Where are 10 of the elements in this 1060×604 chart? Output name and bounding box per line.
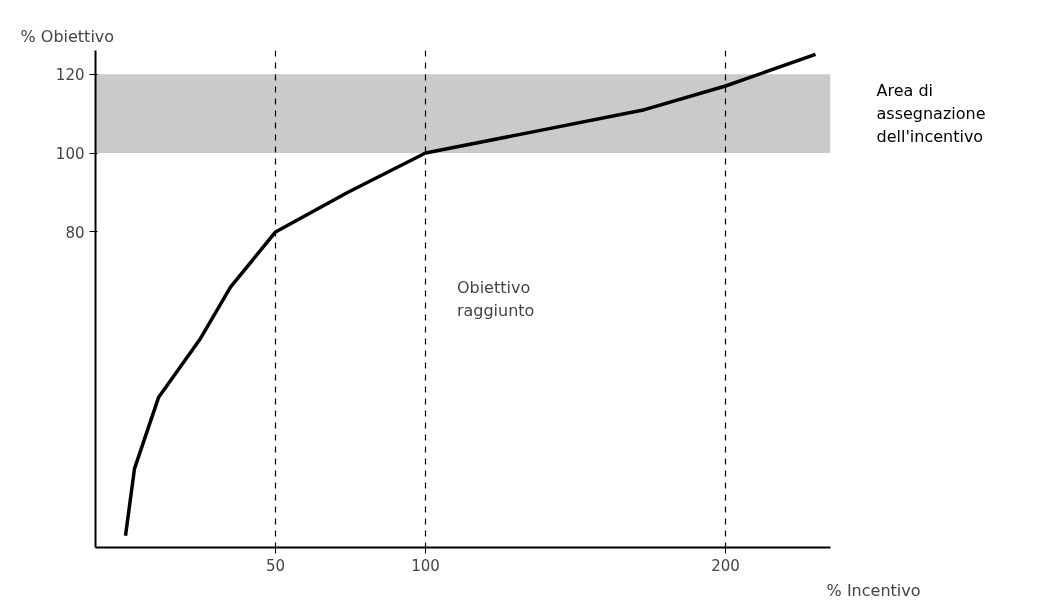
x-tick-label: 50 bbox=[265, 556, 286, 575]
x-tick-label: 200 bbox=[711, 556, 740, 575]
y-tick-label: 100 bbox=[55, 145, 85, 164]
y-tick-label: 80 bbox=[65, 223, 85, 242]
x-tick-label: 100 bbox=[411, 556, 440, 575]
y-axis-title: % Obiettivo bbox=[20, 26, 115, 46]
band-label: Area di assegnazione dell'incentivo bbox=[876, 81, 986, 146]
y-tick-label: 120 bbox=[55, 66, 85, 85]
x-axis-title: % Incentivo bbox=[826, 580, 921, 600]
annotation: Obiettivo raggiunto bbox=[456, 278, 535, 320]
